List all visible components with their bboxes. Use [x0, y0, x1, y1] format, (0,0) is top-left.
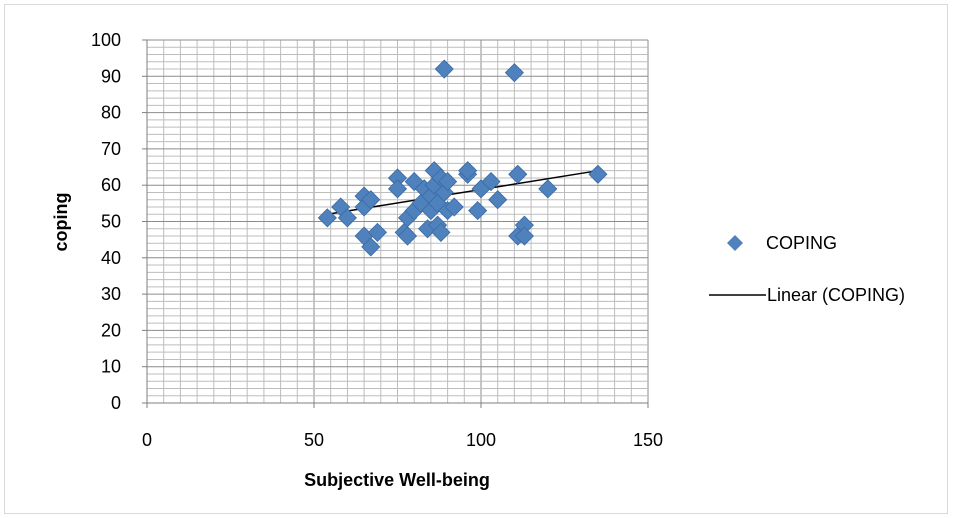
- y-axis-title: coping: [51, 193, 71, 252]
- x-tick-labels: 0 50 100 150: [142, 430, 663, 450]
- x-tick-label: 0: [142, 430, 152, 450]
- data-point: [508, 164, 528, 184]
- x-axis-title: Subjective Well-being: [304, 470, 490, 490]
- axes: [142, 39, 649, 408]
- data-point: [337, 208, 357, 228]
- data-point: [458, 161, 478, 181]
- data-point: [504, 63, 524, 83]
- y-tick-label: 10: [101, 357, 121, 377]
- grid: [146, 39, 649, 404]
- data-point: [481, 172, 501, 192]
- data-point: [434, 59, 454, 79]
- data-point: [361, 190, 381, 210]
- data-point: [438, 172, 458, 192]
- y-tick-label: 90: [101, 66, 121, 86]
- data-point: [488, 190, 508, 210]
- data-point: [387, 179, 408, 199]
- data-point: [514, 226, 534, 246]
- y-tick-label: 30: [101, 284, 121, 304]
- data-point: [361, 237, 381, 257]
- x-tick-label: 150: [633, 430, 663, 450]
- data-point: [538, 179, 558, 199]
- data-point: [431, 222, 451, 242]
- legend-label-coping: COPING: [766, 233, 837, 253]
- legend-label-trendline: Linear (COPING): [767, 285, 905, 305]
- legend: COPING Linear (COPING): [709, 233, 905, 305]
- x-tick-label: 50: [304, 430, 324, 450]
- chart-frame: [4, 4, 948, 514]
- y-tick-label: 20: [101, 320, 121, 340]
- legend-marker-coping: [727, 235, 743, 251]
- y-tick-labels: 0 10 20 30 40 50 60 70 80 90 100: [91, 30, 121, 413]
- y-tick-label: 60: [101, 175, 121, 195]
- data-point: [588, 164, 608, 184]
- y-tick-label: 80: [101, 103, 121, 123]
- data-points: [317, 59, 608, 257]
- data-point: [397, 226, 418, 246]
- y-tick-label: 70: [101, 139, 121, 159]
- data-point: [317, 208, 337, 228]
- x-tick-label: 100: [466, 430, 496, 450]
- y-tick-label: 40: [101, 248, 121, 268]
- y-tick-label: 50: [101, 212, 121, 232]
- y-tick-label: 0: [111, 393, 121, 413]
- data-point: [468, 201, 488, 221]
- data-point: [444, 197, 464, 217]
- y-tick-label: 100: [91, 30, 121, 50]
- data-point: [367, 222, 388, 242]
